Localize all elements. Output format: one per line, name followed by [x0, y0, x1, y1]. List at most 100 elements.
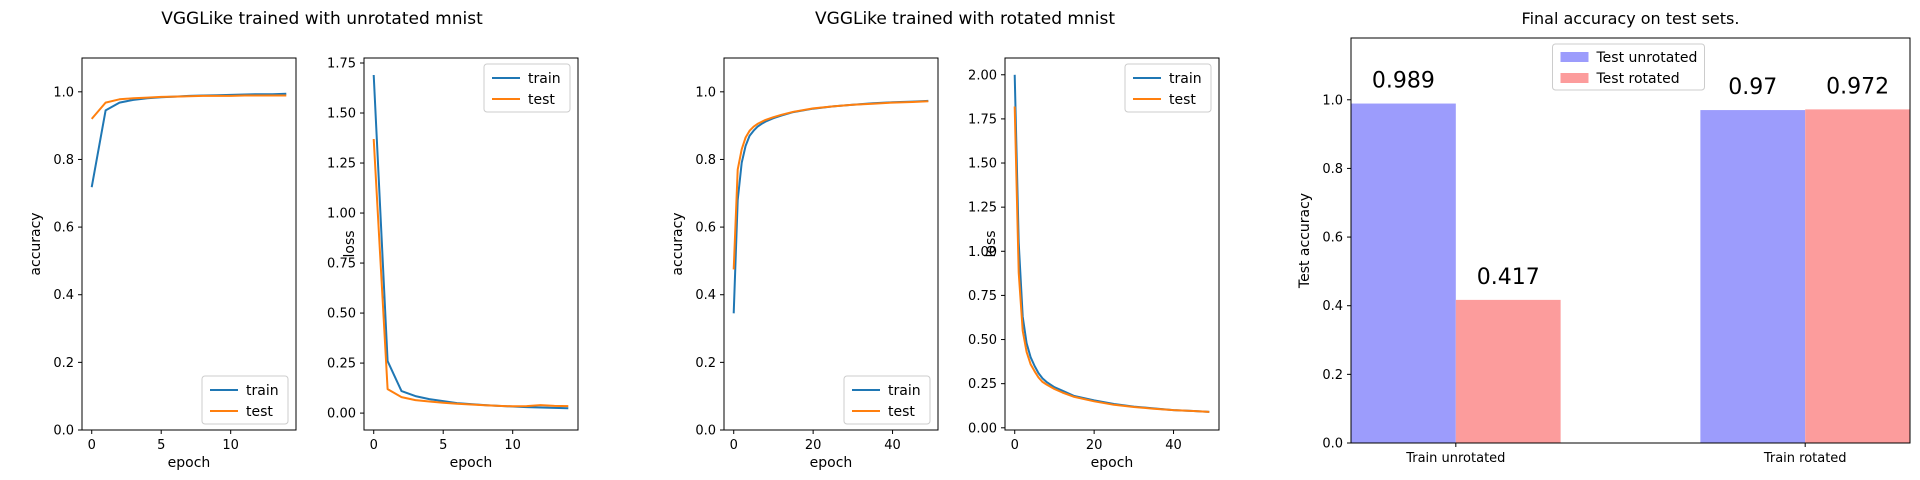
plot-frame	[363, 57, 579, 431]
y-tick-label: 0.8	[53, 153, 74, 168]
bar-value-label: 0.972	[1826, 74, 1889, 99]
y-tick-label: 1.50	[968, 157, 997, 172]
y-axis-label: Test accuracy	[1297, 193, 1313, 289]
bar-test-rotated-0	[1455, 299, 1561, 443]
y-tick-label: 1.0	[53, 85, 74, 100]
legend-label: Test unrotated	[1596, 50, 1698, 66]
series-line-train	[372, 74, 569, 410]
y-tick-label: 1.25	[327, 157, 356, 172]
series-line-test	[1013, 106, 1210, 413]
y-axis-label: loss	[342, 230, 358, 257]
y-tick-label: 1.00	[327, 207, 356, 222]
x-axis-label: epoch	[810, 455, 853, 471]
y-tick-label: 0.75	[968, 289, 997, 304]
bar-value-label: 0.417	[1477, 265, 1540, 290]
y-tick-label: 0.4	[53, 288, 74, 303]
y-tick-label: 1.75	[327, 57, 356, 72]
left-figure-title: VGGLike trained with unrotated mnist	[161, 9, 483, 29]
series-line-test	[372, 138, 569, 408]
x-tick-label: 40	[884, 438, 901, 453]
axes-final_bars: 0.989 0.417 Train unrotated 0.97 0.972 Train …	[1297, 9, 1911, 466]
x-tick-label: 10	[222, 438, 239, 453]
y-tick-label: 0.6	[695, 221, 716, 236]
y-tick-label: 1.00	[968, 245, 997, 260]
plot-frame	[1004, 57, 1220, 431]
bar-test-rotated-1	[1805, 109, 1910, 443]
legend: train test	[201, 375, 289, 425]
legend-label-test: test	[528, 92, 555, 108]
legend-label-test: test	[246, 404, 273, 420]
legend-frame	[1552, 43, 1705, 91]
y-tick-label: 1.50	[327, 107, 356, 122]
y-tick-label: 0.50	[968, 333, 997, 348]
series-line-train	[90, 92, 287, 188]
series-line-test	[90, 94, 287, 120]
plot-frame	[1350, 37, 1911, 444]
y-tick-label: 0.2	[695, 356, 716, 371]
legend: train test	[843, 375, 931, 425]
y-tick-label: 0.2	[53, 356, 74, 371]
y-tick-label: 1.25	[968, 201, 997, 216]
y-tick-label: 0.8	[1322, 162, 1343, 177]
y-tick-label: 0.50	[327, 307, 356, 322]
y-tick-label: 0.75	[327, 257, 356, 272]
legend-label: Test rotated	[1596, 71, 1680, 87]
legend-label-test: test	[888, 404, 915, 420]
y-tick-label: 1.0	[695, 85, 716, 100]
y-tick-label: 0.6	[1322, 231, 1343, 246]
y-tick-label: 0.2	[1322, 368, 1343, 383]
legend-swatch-test-unrotated	[1560, 52, 1589, 62]
legend-swatch-test-rotated	[1560, 73, 1589, 83]
y-tick-label: 1.75	[968, 112, 997, 127]
y-tick-label: 0.8	[695, 153, 716, 168]
y-tick-label: 0.0	[695, 424, 716, 439]
x-tick-label: 5	[439, 438, 447, 453]
x-tick-label: 0	[88, 438, 96, 453]
y-tick-label: 0.4	[695, 288, 716, 303]
x-tick-label: 20	[805, 438, 822, 453]
plot-frame	[81, 57, 297, 431]
y-tick-label: 0.0	[1322, 437, 1343, 452]
y-tick-label: 1.0	[1322, 93, 1343, 108]
y-tick-label: 0.0	[53, 424, 74, 439]
x-axis-label: epoch	[168, 455, 211, 471]
legend-label-train: train	[246, 383, 279, 399]
legend-label-train: train	[888, 383, 921, 399]
legend-label-test: test	[1169, 92, 1196, 108]
y-axis-label: accuracy	[670, 212, 686, 275]
series-line-test	[732, 100, 929, 270]
axes-rot_acc: 0 20 40 0.0 0.2 0.4 0.6 0.8 1.0 epoch accuracy trai…	[670, 57, 939, 471]
axes-unrot_acc: 0 5 10 0.0 0.2 0.4 0.6 0.8 1.0 epoch accuracy train…	[28, 57, 297, 471]
x-axis-label: epoch	[1091, 455, 1134, 471]
axes-rot_loss: 0 20 40 0.00 0.25 0.50 0.75 1.00 1.25 1.50 1.75 2.0…	[968, 57, 1220, 471]
series-line-train	[732, 99, 929, 314]
axes-unrot_loss: 0 5 10 0.00 0.25 0.50 0.75 1.00 1.25 1.50 1.75 epoc…	[327, 57, 579, 471]
y-tick-label: 0.00	[327, 407, 356, 422]
plot-frame	[723, 57, 939, 431]
legend-label-train: train	[1169, 71, 1202, 87]
x-tick-label: 0	[730, 438, 738, 453]
y-tick-label: 0.25	[327, 357, 356, 372]
y-axis-label: accuracy	[28, 212, 44, 275]
legend: train test	[1124, 63, 1212, 113]
x-axis-label: epoch	[450, 455, 493, 471]
y-tick-label: 0.4	[1322, 299, 1343, 314]
middle-figure-title: VGGLike trained with rotated mnist	[815, 9, 1115, 29]
legend-label-train: train	[528, 71, 561, 87]
y-tick-label: 0.25	[968, 377, 997, 392]
y-tick-label: 0.6	[53, 221, 74, 236]
x-tick-label: 10	[504, 438, 521, 453]
bar-test-unrotated-0	[1351, 103, 1456, 443]
series-line-train	[1013, 74, 1210, 413]
chart-title: Final accuracy on test sets.	[1522, 9, 1740, 28]
x-tick-label: Train unrotated	[1405, 451, 1505, 466]
x-tick-label: 0	[1011, 438, 1019, 453]
y-axis-label: loss	[983, 230, 999, 257]
bar-value-label: 0.989	[1372, 69, 1435, 94]
x-tick-label: 5	[157, 438, 165, 453]
legend: train test	[483, 63, 571, 113]
x-tick-label: Train rotated	[1763, 451, 1847, 466]
x-tick-label: 20	[1086, 438, 1103, 453]
x-tick-label: 0	[370, 438, 378, 453]
